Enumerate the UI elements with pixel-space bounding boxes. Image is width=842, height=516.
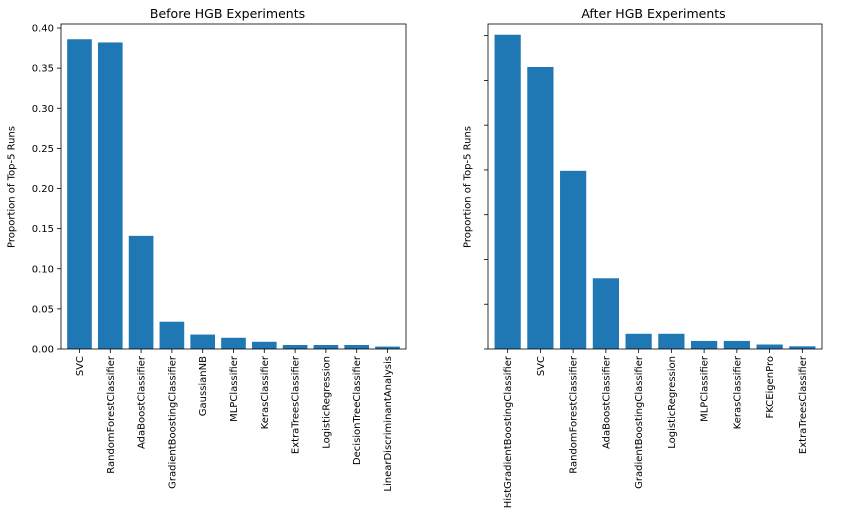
bar-GradientBoostingClassifier (159, 321, 185, 349)
bar-KerasClassifier (723, 340, 750, 349)
y-tick-label: 0.35 (32, 64, 54, 75)
x-tick-label: KerasClassifier (260, 355, 271, 429)
y-tick-label: 0.05 (32, 304, 54, 315)
x-tick-label: LogisticRegression (667, 356, 678, 449)
bar-MLPClassifier (691, 340, 718, 349)
bar-ExtraTreesClassifier (789, 346, 816, 349)
x-tick-label: MLPClassifier (700, 355, 711, 422)
bar-FKCEigenPro (756, 344, 783, 349)
x-tick-label: GradientBoostingClassifier (167, 355, 178, 489)
plot-area: HistGradientBoostingClassifier SVC RandomF… (484, 23, 823, 508)
bar-GaussianNB (190, 334, 216, 349)
y-tick-label: 0.10 (32, 264, 54, 275)
bar-RandomForestClassifier (97, 42, 123, 350)
bar-RandomForestClassifier (560, 170, 587, 349)
y-tick-label: 0.30 (32, 104, 54, 115)
x-tick-label: DecisionTreeClassifier (352, 355, 363, 465)
x-tick-label: RandomForestClassifier (569, 355, 580, 474)
x-tick-label: GaussianNB (198, 356, 209, 416)
bar-KerasClassifier (251, 341, 277, 349)
bar-HistGradientBoostingClassifier (494, 34, 521, 350)
bar-DecisionTreeClassifier (344, 344, 370, 349)
bar-AdaBoostClassifier (128, 235, 154, 349)
y-tick-label: 0.15 (32, 224, 54, 235)
axes-frame (487, 23, 823, 350)
bar-ExtraTreesClassifier (282, 344, 308, 349)
x-tick-label: LinearDiscriminantAnalysis (383, 356, 394, 492)
x-tick-label: AdaBoostClassifier (137, 355, 148, 449)
x-tick-label: FKCEigenPro (765, 356, 776, 419)
y-axis-label: Proportion of Top-5 Runs (7, 126, 18, 248)
bar-SVC (67, 39, 92, 349)
y-tick-label: 0.40 (32, 24, 54, 35)
plot-area: 0.00 0.05 0.10 0.15 0.20 0.25 0.30 0.35 0.40 SVC R… (32, 24, 407, 492)
bar-SVC (527, 66, 554, 349)
x-tick-label: RandomForestClassifier (106, 355, 117, 474)
bar-AdaBoostClassifier (592, 278, 619, 349)
x-tick-label: SVC (536, 356, 547, 376)
bar-LogisticRegression (313, 344, 339, 349)
y-tick-label: 0.20 (32, 184, 54, 195)
bar-MLPClassifier (221, 337, 246, 349)
y-axis-label: Proportion of Top-5 Runs (463, 126, 474, 248)
x-tick-label: SVC (75, 356, 86, 376)
x-tick-label: KerasClassifier (732, 355, 743, 429)
bar-GradientBoostingClassifier (625, 333, 652, 349)
x-tick-label: ExtraTreesClassifier (798, 355, 809, 454)
y-tick-label: 0.00 (32, 345, 54, 356)
bar-LogisticRegression (658, 333, 685, 349)
chart-before-hgb: Before HGB Experiments Proportion of Top… (7, 6, 407, 492)
y-tick-label: 0.25 (32, 144, 54, 155)
x-tick-label: ExtraTreesClassifier (291, 355, 302, 454)
x-tick-label: AdaBoostClassifier (601, 355, 612, 449)
chart-title: Before HGB Experiments (150, 6, 305, 21)
x-tick-label: LogisticRegression (321, 356, 332, 449)
chart-title: After HGB Experiments (581, 6, 725, 21)
x-tick-label: HistGradientBoostingClassifier (503, 355, 514, 508)
x-tick-label: GradientBoostingClassifier (634, 355, 645, 489)
bar-LinearDiscriminantAnalysis (375, 346, 400, 349)
x-tick-label: MLPClassifier (229, 355, 240, 422)
chart-after-hgb: After HGB Experiments Proportion of Top-… (463, 6, 823, 508)
